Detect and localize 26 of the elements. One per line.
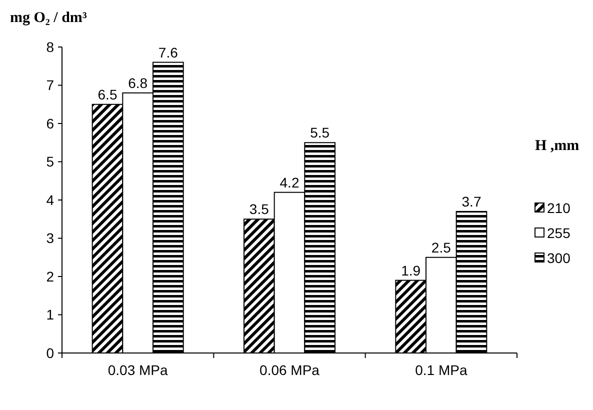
data-label: 6.5 [98, 86, 118, 102]
y-tick-label: 6 [46, 115, 54, 132]
x-tick-label: 0.06 MPa [260, 362, 320, 378]
data-label: 6.8 [128, 74, 148, 91]
y-tick-label: 4 [46, 192, 54, 208]
y-axis-title: mg O₂ / dm³ [10, 10, 88, 26]
legend-label: 300 [547, 250, 571, 266]
data-label: 4.2 [280, 174, 300, 190]
y-tick-label: 0 [46, 344, 54, 361]
y-tick-label: 1 [46, 306, 54, 323]
x-tick-label: 0.03 MPa [108, 362, 168, 378]
legend-label: 210 [547, 200, 571, 216]
y-tick-label: 8 [46, 38, 54, 55]
y-tick-label: 5 [46, 154, 54, 170]
data-label: 2.5 [431, 239, 452, 256]
data-label: 7.6 [158, 44, 178, 60]
y-tick-label: 2 [46, 268, 54, 284]
legend-title: H ,mm [535, 138, 580, 154]
data-label: 3.5 [249, 201, 270, 218]
data-label: 1.9 [401, 262, 421, 278]
legend-label: 255 [547, 224, 571, 241]
data-label: 5.5 [310, 124, 330, 141]
y-tick-label: 3 [46, 230, 54, 246]
data-label: 3.7 [462, 193, 482, 210]
y-tick-label: 7 [46, 77, 54, 94]
x-tick-label: 0.1 MPa [415, 362, 468, 378]
